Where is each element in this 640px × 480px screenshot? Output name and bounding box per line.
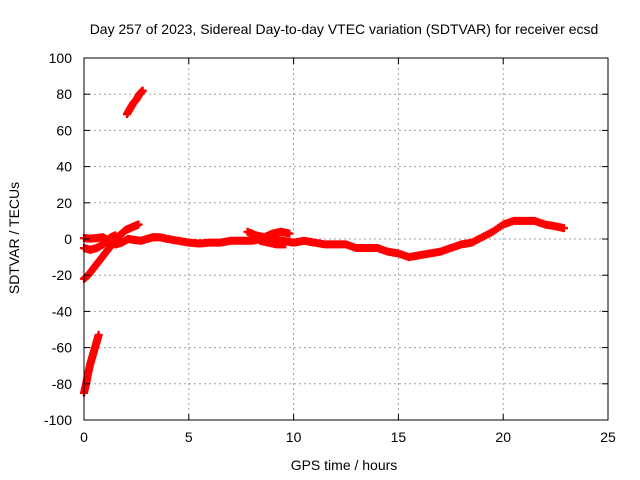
series-upper-segment: [122, 86, 147, 119]
x-tick-label: 0: [80, 429, 88, 445]
y-tick-label: 40: [56, 159, 72, 175]
data-point: [134, 220, 143, 229]
data-point: [285, 229, 294, 238]
data-point: [94, 330, 103, 339]
y-tick-label: -100: [44, 412, 72, 428]
y-tick-label: 80: [56, 86, 72, 102]
axis-ticks: 0 5 10 15 20 25 -100 -80 -60 -40 -20 0 20 40 60 80 100: [44, 50, 616, 445]
y-tick-label: 20: [56, 195, 72, 211]
y-tick-label: -40: [52, 303, 72, 319]
y-tick-label: -20: [52, 267, 72, 283]
x-tick-label: 15: [391, 429, 407, 445]
x-tick-label: 10: [286, 429, 302, 445]
data-point: [281, 240, 290, 249]
data-point: [559, 224, 568, 233]
y-tick-label: 100: [49, 50, 73, 66]
x-tick-label: 5: [185, 429, 193, 445]
data-points: [80, 86, 568, 397]
x-tick-label: 25: [600, 429, 616, 445]
y-tick-label: -80: [52, 376, 72, 392]
data-point: [138, 86, 147, 95]
series-dip-track: [80, 231, 120, 254]
x-tick-label: 20: [495, 429, 511, 445]
series-lower-segment: [80, 330, 103, 397]
y-tick-label: -60: [52, 340, 72, 356]
data-point: [111, 231, 120, 240]
series-mid-track-lower: [256, 236, 290, 249]
series-mid-track-upper: [243, 227, 294, 242]
chart-title: Day 257 of 2023, Sidereal Day-to-day VTE…: [90, 21, 599, 37]
y-tick-label: 0: [64, 231, 72, 247]
series-rising-track: [80, 220, 143, 283]
y-tick-label: 60: [56, 122, 72, 138]
x-axis-label: GPS time / hours: [291, 457, 398, 473]
y-axis-label: SDTVAR / TECUs: [6, 182, 22, 294]
